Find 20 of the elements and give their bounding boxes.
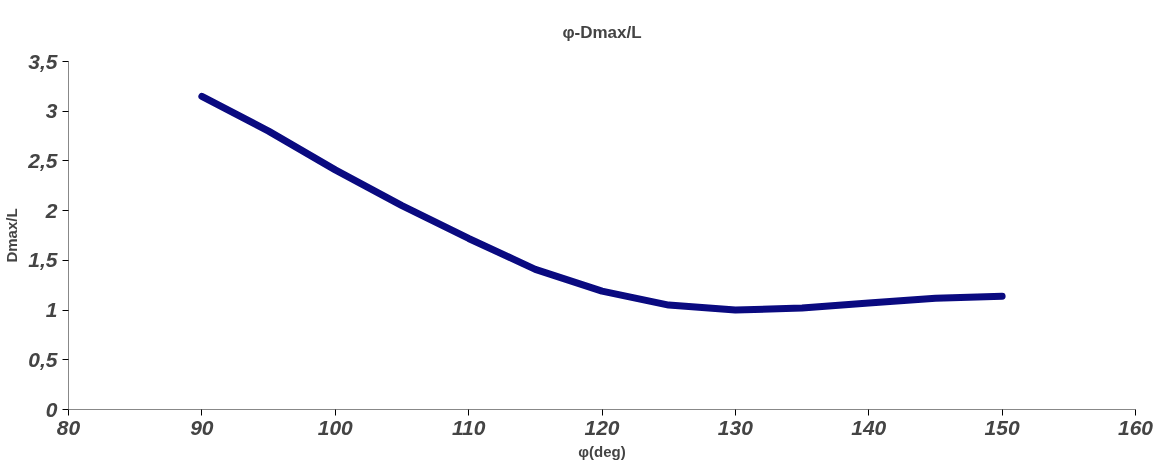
x-tick-label: 130 [717,415,754,439]
y-tick-label: 1 [45,298,58,322]
y-tick-label: 0,5 [28,347,58,371]
x-tick-label: 80 [56,415,81,439]
x-tick-label: 150 [984,415,1020,439]
y-tick-label: 2,5 [27,148,58,172]
x-tick-label: 140 [851,415,887,439]
y-tick-label: 0 [45,397,58,421]
x-tick-label: 120 [584,415,620,439]
y-axis-title: Dmax/L [3,208,21,263]
x-tick-label: 100 [317,415,354,439]
y-tick-label: 3,5 [28,49,58,73]
x-tick-label: 110 [451,415,486,439]
chart-title: φ-Dmax/L [562,22,642,42]
y-tick-label: 2 [44,198,58,222]
x-tick-label: 90 [190,415,214,439]
x-tick-label: 160 [1117,415,1154,439]
y-tick-label: 1,5 [28,248,58,272]
y-tick-label: 3 [45,99,58,123]
x-axis-title: φ(deg) [578,442,626,460]
